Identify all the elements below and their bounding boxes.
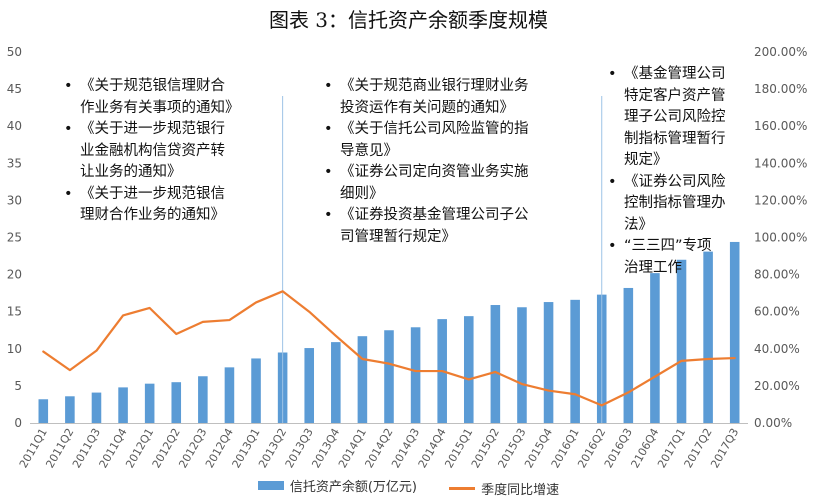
left-tick-label: 40 <box>7 119 22 133</box>
annotation-line: 导意见》 <box>340 142 398 159</box>
growth-line <box>42 290 736 407</box>
annotation-line: 《证券投资基金管理公司子公 <box>340 207 529 223</box>
annotation-line: 业金融机构信贷资产转 <box>80 142 225 159</box>
right-tick-label: 180.00% <box>754 82 807 96</box>
axes: 0 5 10 15 20 25 30 35 40 45 50 0.00% 20.00% 40.00% 60.… <box>7 45 808 430</box>
bar-2015Q3 <box>517 307 527 423</box>
annotation-line: 《关于进一步规范银信 <box>80 185 225 202</box>
left-tick-label: 30 <box>7 193 22 207</box>
right-tick-label: 100.00% <box>754 231 807 245</box>
left-tick-label: 50 <box>7 45 22 59</box>
annotation-line: 治理工作 <box>624 259 682 276</box>
annotation-line: 让业务的通知》 <box>80 164 182 180</box>
annotation-line: 规定》 <box>624 152 668 168</box>
bar-2015Q1 <box>463 316 474 423</box>
annotation-line: 作业务有关事项的通知》 <box>80 99 240 116</box>
annotation-line: 理子公司风险控 <box>624 109 726 125</box>
annotation-block-2013: 《关于规范商业银行理财业务投资运作有关问题的通知》《关于信托公司风险监管的指导意… <box>324 76 529 248</box>
annotation-line: 《基金管理公司 <box>624 66 726 82</box>
bar-2017Q2 <box>703 251 713 423</box>
bar-2012Q2 <box>171 382 182 423</box>
left-tick-label: 5 <box>14 379 22 393</box>
left-tick-label: 20 <box>7 268 22 282</box>
bar-2016Q1 <box>570 299 580 423</box>
bar-2016Q3 <box>623 287 634 423</box>
annotation-line: 《证券公司风险 <box>624 173 726 190</box>
annotation-block-2016: 《基金管理公司特定客户资产管理子公司风险控制指标管理暂行规定》《证券公司风险控制… <box>608 64 726 279</box>
bar-2014Q3 <box>410 327 421 423</box>
bar-2011Q3 <box>91 392 102 423</box>
bar-2012Q3 <box>198 376 208 423</box>
bar-2017Q1 <box>676 259 687 423</box>
bar-2012Q1 <box>144 383 155 423</box>
legend-label-bars: 信托资产余额(万亿元) <box>289 480 417 495</box>
annotation-line: 《证券公司定向资管业务实施 <box>340 164 529 180</box>
bar-2011Q4 <box>118 387 128 423</box>
annotation-line: 投资运作有关问题的通知》 <box>340 99 514 116</box>
right-tick-label: 160.00% <box>754 119 807 133</box>
annotation-line: 司管理暂行规定》 <box>340 228 456 245</box>
left-tick-label: 45 <box>7 82 22 96</box>
bar-2012Q4 <box>224 367 235 423</box>
x-tick-labels: 2011Q12011Q22011Q32011Q42012Q12012Q22012… <box>17 426 741 470</box>
legend-item-line: 季度同比增速 <box>449 479 559 498</box>
annotation-line: 细则》 <box>340 185 384 202</box>
right-tick-label: 80.00% <box>754 268 800 282</box>
right-tick-label: 60.00% <box>754 305 800 319</box>
right-tick-label: 0.00% <box>754 416 792 430</box>
bar-2014Q1 <box>357 336 368 423</box>
annotation-block-2011: 《关于规范银信理财合作业务有关事项的通知》《关于进一步规范银行业金融机构信贷资产… <box>64 76 240 227</box>
right-tick-label: 140.00% <box>754 156 807 170</box>
right-tick-label: 20.00% <box>754 379 800 393</box>
annotation-line: 《关于规范商业银行理财业务 <box>340 78 529 94</box>
left-tick-label: 35 <box>7 156 22 170</box>
line-series <box>42 290 736 407</box>
bar-2013Q1 <box>251 358 261 423</box>
annotation-line: 《关于进一步规范银行 <box>80 121 225 137</box>
annotation-line: 《关于规范银信理财合 <box>80 78 225 94</box>
right-tick-label: 40.00% <box>754 342 800 356</box>
annotation-line: “三三四”专项 <box>624 238 712 254</box>
annotation-line: 特定客户资产管 <box>624 87 726 104</box>
bar-2015Q2 <box>490 305 501 423</box>
annotation-line: 理财合作业务的通知》 <box>80 207 225 223</box>
annotation-line: 制指标管理暂行 <box>624 130 726 147</box>
left-tick-label: 15 <box>7 305 22 319</box>
annotation-line: 《关于信托公司风险监管的指 <box>340 121 529 137</box>
annotation-line: 法》 <box>624 216 653 233</box>
chart-title: 图表 3：信托资产余额季度规模 <box>268 8 549 32</box>
bar-2013Q4 <box>331 342 341 423</box>
legend-item-bars: 信托资产余额(万亿元) <box>257 476 417 495</box>
legend-bar-swatch <box>257 481 284 490</box>
right-tick-label: 120.00% <box>754 193 807 207</box>
annotation-line: 控制指标管理办 <box>624 195 726 211</box>
legend-line-swatch <box>449 487 476 490</box>
left-tick-label: 25 <box>7 231 22 245</box>
legend-label-line: 季度同比增速 <box>481 483 560 498</box>
bar-2015Q4 <box>543 302 554 423</box>
left-tick-label: 10 <box>7 342 22 356</box>
vertical-markers <box>282 96 603 423</box>
bar-2011Q1 <box>38 399 49 423</box>
right-tick-label: 200.00% <box>754 45 807 59</box>
legend: 信托资产余额(万亿元) 季度同比增速 <box>0 476 817 498</box>
left-tick-label: 0 <box>14 416 22 430</box>
bar-2013Q3 <box>304 348 315 423</box>
bar-2017Q3 <box>729 241 740 423</box>
bar-2014Q2 <box>384 330 394 423</box>
bar-2011Q2 <box>65 396 75 423</box>
bar-2106Q4 <box>650 273 660 423</box>
